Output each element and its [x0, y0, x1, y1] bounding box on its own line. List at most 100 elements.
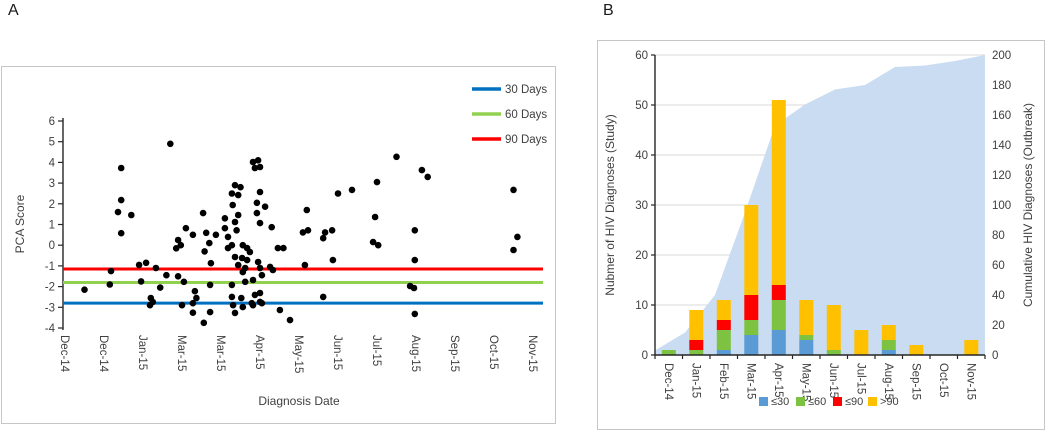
b-y-tick-label: 50	[635, 100, 648, 112]
scatter-point	[241, 278, 249, 286]
b-x-tick-label: Jan-15	[689, 363, 701, 398]
scatter-point	[258, 271, 266, 279]
b-legend-label: >90	[880, 396, 899, 408]
scatter-point	[251, 291, 259, 299]
scatter-point	[221, 224, 229, 232]
scatter-point	[128, 211, 135, 219]
a-x-tick-label: Jun-15	[331, 335, 343, 370]
scatter-point	[207, 259, 215, 267]
scatter-point	[276, 306, 284, 314]
panel-a-label: A	[8, 2, 19, 19]
bar-segment-≤90	[689, 340, 704, 350]
a-y-tick-label: -1	[45, 261, 55, 273]
scatter-point	[229, 201, 236, 209]
scatter-point	[254, 258, 262, 266]
b-y2-tick-label: 60	[992, 260, 1005, 272]
b-y2-tick-label: 40	[992, 290, 1005, 302]
bar-segment-≤30	[881, 350, 896, 355]
a-x-tick-label: Dec-14	[97, 335, 109, 373]
a-legend-label: 60 Days	[505, 109, 547, 121]
scatter-point	[328, 227, 336, 234]
b-x-tick-label: Nov-15	[964, 363, 976, 400]
a-x-tick-label: Apr-15	[253, 335, 265, 370]
a-x-tick-label: Jan-15	[136, 335, 148, 370]
b-x-tick-label: Sep-15	[909, 363, 921, 400]
scatter-point	[202, 229, 210, 237]
scatter-point	[174, 236, 182, 244]
scatter-point	[374, 241, 382, 249]
scatter-point	[254, 157, 262, 164]
b-legend-label: ≤60	[808, 396, 826, 408]
b-y2-tick-label: 200	[992, 50, 1011, 62]
bar-segment-≤90	[771, 285, 786, 300]
scatter-point	[224, 244, 232, 252]
scatter-point	[411, 227, 419, 234]
bar-segment-≤30	[771, 330, 786, 355]
scatter-point	[81, 286, 88, 293]
b-y-axis-title: Nubmer of HIV Diagnoses (Study)	[603, 114, 617, 295]
scatter-point	[319, 293, 327, 301]
scatter-point	[229, 301, 237, 309]
scatter-point	[231, 218, 239, 226]
b-y2-tick-label: 140	[992, 140, 1011, 152]
bar-segment->90	[881, 325, 896, 340]
scatter-point	[189, 299, 197, 307]
scatter-point	[411, 310, 419, 318]
a-x-tick-label: Nov-15	[526, 335, 538, 372]
scatter-point	[256, 188, 264, 196]
a-x-tick-label: May-15	[292, 335, 304, 373]
scatter-point	[231, 181, 239, 189]
scatter-point	[107, 267, 115, 275]
bar-segment-≤60	[716, 330, 731, 350]
a-y-tick-label: 3	[49, 178, 55, 190]
scatter-point	[193, 294, 200, 302]
scatter-point	[238, 294, 245, 302]
scatter-point	[189, 309, 197, 316]
a-y-tick-label: 1	[49, 220, 55, 232]
a-legend-label: 90 Days	[505, 134, 547, 146]
scatter-point	[299, 229, 307, 236]
scatter-point	[237, 183, 244, 191]
scatter-point	[410, 284, 418, 292]
scatter-point	[253, 199, 261, 207]
bar-segment-≤30	[744, 335, 759, 355]
b-y-tick-label: 20	[635, 250, 648, 262]
scatter-point	[114, 208, 122, 216]
b-x-tick-label: Mar-15	[744, 363, 756, 399]
a-x-tick-label: Sep-15	[448, 335, 460, 372]
scatter-point	[371, 213, 379, 221]
panel-a: 6 5 4 3 2 1 0 -1 -2 -3 -4 Dec-14 Dec-14 Jan-15 Mar-15 M…	[1, 66, 556, 424]
scatter-point	[137, 278, 145, 285]
a-y-tick-label: 0	[49, 240, 55, 252]
a-x-tick-label: Aug-15	[409, 335, 421, 372]
bar-segment->90	[771, 100, 786, 285]
b-x-tick-label: Jun-15	[827, 363, 839, 398]
scatter-point	[239, 268, 247, 276]
b-x-tick-label: Aug-15	[882, 363, 894, 400]
scatter-point	[251, 164, 259, 172]
bar-segment-≤90	[744, 295, 759, 320]
b-legend-swatch	[868, 397, 877, 406]
scatter-point	[256, 289, 264, 297]
scatter-point	[304, 227, 312, 234]
scatter-point	[146, 301, 154, 309]
scatter-point	[189, 231, 197, 239]
scatter-point	[152, 264, 160, 272]
bar-segment-≤60	[744, 320, 759, 335]
scatter-point	[234, 261, 242, 269]
scatter-point	[514, 233, 521, 241]
scatter-point	[256, 219, 264, 227]
a-y-tick-label: 5	[49, 137, 55, 149]
b-y2-tick-label: 0	[992, 350, 998, 362]
scatter-point	[117, 164, 125, 172]
panel-b: 0 10 20 30 40 50 60 0 20 40 60 80 100 120 140 160 180 200…	[597, 40, 1045, 430]
bar-segment->90	[689, 310, 704, 340]
b-y2-tick-label: 20	[992, 320, 1005, 332]
a-y-axis-title: PCA Score	[13, 194, 27, 253]
panel-b-label: B	[603, 2, 614, 19]
scatter-point	[221, 215, 229, 222]
bar-segment->90	[744, 205, 759, 295]
b-y-tick-label: 10	[635, 300, 648, 312]
a-y-tick-label: 2	[49, 199, 55, 211]
b-y2-axis-title: Cumulative HIV Diagnoses (Outbreak)	[1021, 103, 1035, 307]
